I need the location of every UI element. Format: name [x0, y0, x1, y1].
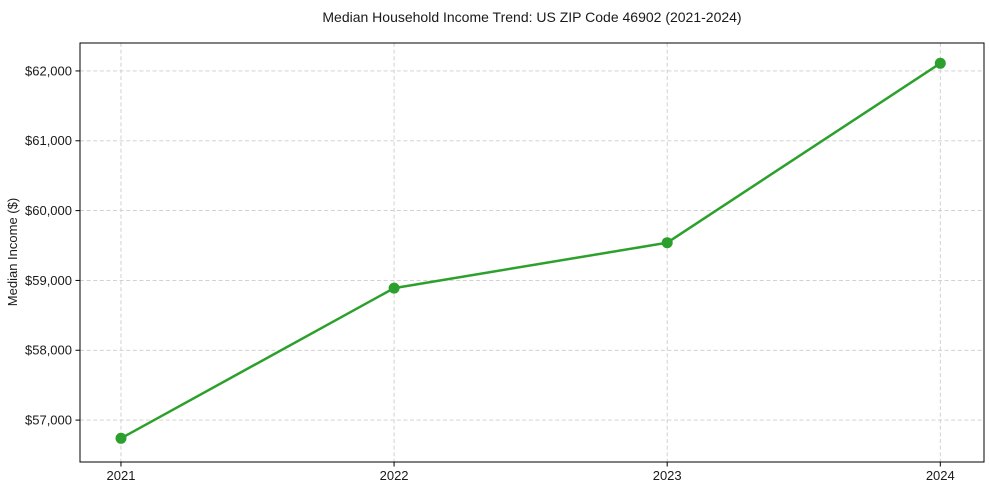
- y-tick-label: $62,000: [25, 63, 72, 78]
- x-tick-label: 2023: [653, 468, 682, 483]
- gridlines: [80, 43, 984, 462]
- axis-ticks: [75, 70, 941, 467]
- data-point: [661, 237, 673, 249]
- x-tick-label: 2022: [380, 468, 409, 483]
- y-tick-label: $58,000: [25, 343, 72, 358]
- x-tick-label: 2024: [926, 468, 955, 483]
- data-point: [388, 282, 400, 294]
- y-tick-label: $61,000: [25, 133, 72, 148]
- plot-border: [79, 42, 985, 463]
- chart-title: Median Household Income Trend: US ZIP Co…: [322, 9, 741, 25]
- axis-tick-labels: $57,000 $58,000 $59,000 $60,000 $61,000 $62,0…: [25, 63, 955, 483]
- y-tick-label: $60,000: [25, 203, 72, 218]
- y-axis-label: Median Income ($): [5, 198, 20, 306]
- x-tick-label: 2021: [107, 468, 136, 483]
- y-tick-label: $59,000: [25, 273, 72, 288]
- data-point-markers: [115, 57, 946, 444]
- y-tick-label: $57,000: [25, 413, 72, 428]
- data-point: [115, 432, 127, 444]
- data-point: [934, 57, 946, 69]
- income-trend-line: [119, 62, 942, 440]
